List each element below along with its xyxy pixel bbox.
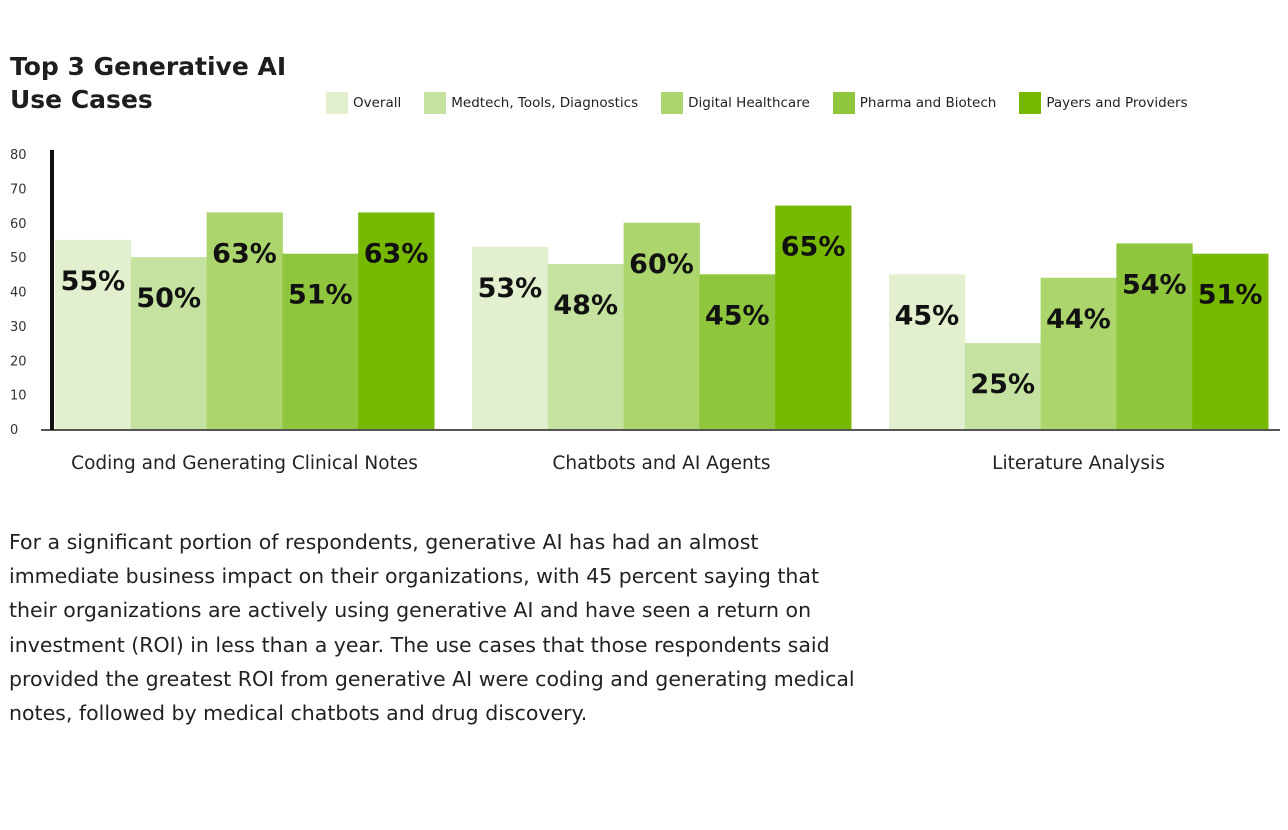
legend-swatch [661,92,684,114]
y-tick-label: 80 [10,148,27,163]
data-label: 51% [1198,280,1263,311]
bar-medtech-tools-diagnostics-3 [964,343,1042,429]
legend-swatch [832,92,855,114]
bar-overall-3 [889,274,966,429]
body-paragraph: For a significant portion of respondents… [9,530,855,726]
data-label: 63% [364,238,429,269]
bar-chart: 0 10 20 30 40 50 60 70 80 55% 50% 63% 51% 63% Coding a… [10,148,1280,474]
data-label: 63% [212,238,277,269]
bar-payers-and-providers-1 [358,212,435,429]
bar-overall-2 [472,246,549,429]
legend-label: Payers and Providers [1046,95,1188,111]
chart-title: Top 3 Generative AI Use Cases [10,50,286,116]
chart-title-line-2: Use Cases [10,85,153,114]
y-tick-label: 60 [10,217,27,232]
x-category-label: Coding and Generating Clinical Notes [71,453,418,474]
legend-item-medtech-tools-diagnostics: Medtech, Tools, Diagnostics [424,92,638,114]
legend-item-pharma-and-biotech: Pharma and Biotech [832,92,997,114]
legend-swatch [1019,92,1042,114]
data-label: 55% [61,266,126,297]
legend-item-payers-and-providers: Payers and Providers [1019,92,1188,114]
data-label: 44% [1046,304,1111,335]
x-category-label: Literature Analysis [992,453,1165,474]
legend-swatch [424,92,447,114]
x-category-label: Chatbots and AI Agents [552,453,770,474]
y-tick-label: 50 [10,251,27,266]
data-label: 48% [553,290,618,321]
bar-digital-healthcare-3 [1040,277,1117,429]
data-label: 51% [288,280,353,311]
data-label: 50% [136,283,201,314]
legend-item-overall: Overall [326,92,401,114]
bar-pharma-and-biotech-3 [1116,243,1193,429]
bar-digital-healthcare-2 [623,222,700,429]
bar-payers-and-providers-2 [775,205,852,429]
legend-label: Overall [353,95,402,111]
legend-item-digital-healthcare: Digital Healthcare [661,92,810,114]
chart-title-line-1: Top 3 Generative AI [10,52,287,81]
data-label: 25% [970,369,1035,400]
data-label: 65% [781,232,846,263]
legend-label: Pharma and Biotech [859,95,997,111]
y-tick-label: 10 [10,389,27,404]
bar-overall-1 [55,239,132,429]
data-label: 60% [629,249,694,280]
y-tick-label: 30 [10,320,27,335]
bar-medtech-tools-diagnostics-2 [547,264,625,429]
y-tick-label: 40 [10,286,27,301]
legend-label: Digital Healthcare [688,95,810,111]
chart-legend: Overall Medtech, Tools, Diagnostics Digita… [326,92,1211,114]
y-tick-label: 20 [10,354,27,369]
data-label: 45% [705,300,770,331]
data-label: 54% [1122,269,1187,300]
legend-label: Medtech, Tools, Diagnostics [451,95,639,111]
bar-medtech-tools-diagnostics-1 [130,257,208,429]
data-label: 53% [478,273,543,304]
bar-payers-and-providers-3 [1192,253,1269,429]
bar-pharma-and-biotech-2 [699,274,776,429]
legend-swatch [326,92,348,114]
y-tick-label: 0 [10,423,18,438]
data-label: 45% [895,300,960,331]
bar-pharma-and-biotech-1 [282,253,359,429]
bar-digital-healthcare-1 [206,212,283,429]
y-tick-label: 70 [10,182,27,197]
